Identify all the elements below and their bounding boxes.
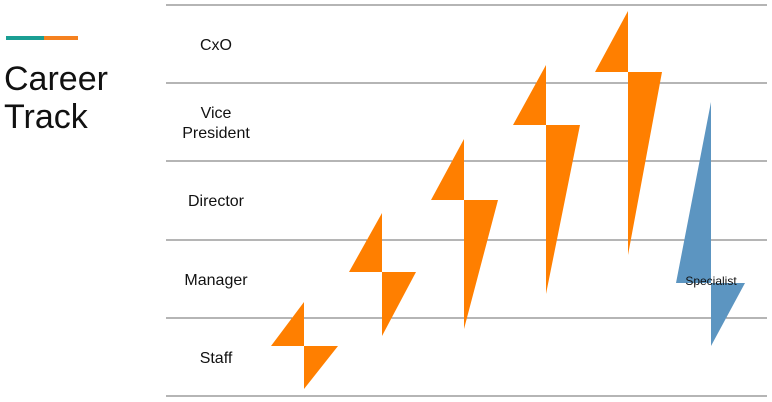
level-label-0-line-0: CxO (200, 37, 232, 54)
orange-diamond-1 (349, 213, 416, 336)
specialist-track: Specialist (676, 102, 745, 346)
orange-diamond-3 (513, 65, 580, 294)
level-label-1-line-1: President (182, 125, 250, 142)
orange-diamond-0 (271, 302, 338, 389)
career-diamonds (271, 11, 662, 389)
level-labels: CxO Vice President Director Manager Staff (182, 37, 250, 367)
level-label-4-line-0: Staff (200, 350, 233, 367)
page-title-line-1: Career (4, 60, 108, 98)
level-label-1-line-0: Vice (201, 105, 232, 122)
accent-bar (6, 36, 78, 40)
page-title-line-2: Track (4, 98, 88, 136)
orange-diamond-4 (595, 11, 662, 255)
specialist-label: Specialist (685, 274, 737, 288)
level-label-3-line-0: Manager (184, 272, 248, 289)
accent-bar-teal-segment (6, 36, 44, 40)
level-label-4: Staff (200, 350, 233, 367)
page-title: Career Track (4, 60, 108, 136)
accent-bar-orange-segment (44, 36, 78, 40)
level-label-3: Manager (184, 272, 248, 289)
level-label-0: CxO (200, 37, 232, 54)
specialist-diamond (676, 102, 745, 346)
level-label-2-line-0: Director (188, 193, 245, 210)
orange-diamond-2 (431, 139, 498, 329)
level-label-2: Director (188, 193, 245, 210)
level-label-1: Vice President (182, 105, 250, 142)
